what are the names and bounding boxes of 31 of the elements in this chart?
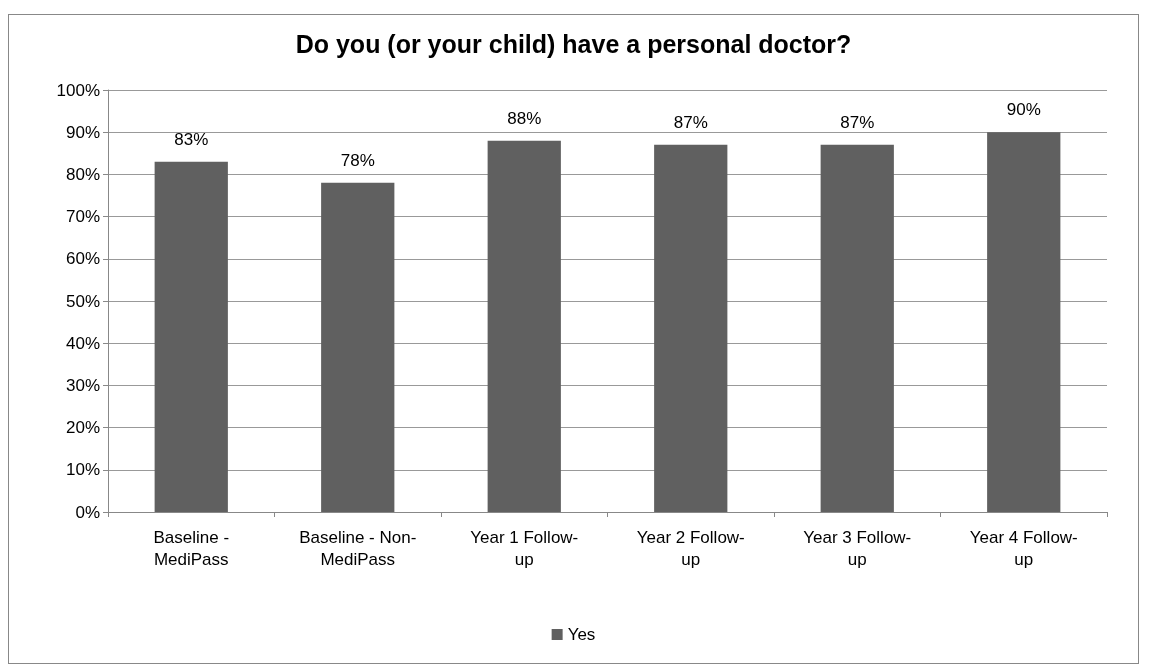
y-tick-label: 10% [65,460,100,480]
x-tick-label: Baseline - MediPass [153,527,230,569]
data-label: 88% [507,108,542,128]
legend-label: Yes [567,625,596,644]
bar [154,161,228,512]
bar [654,144,728,512]
bar [321,182,395,512]
y-tick-label: 50% [65,291,100,311]
y-tick-label: 80% [65,164,100,184]
bar [987,132,1061,512]
y-tick-label: 20% [65,418,100,438]
y-tick-label: 60% [65,249,100,269]
y-tick-label: 40% [65,333,100,353]
data-label: 83% [174,129,209,149]
bar [487,140,561,512]
bar [820,144,894,512]
x-tick-label: Year 1 Follow-up [470,527,579,569]
y-tick-label: 100% [56,80,100,100]
x-tick-label: Year 2 Follow-up [636,527,745,569]
chart-title: Do you (or your child) have a personal doctor? [295,29,852,58]
data-label: 87% [673,112,708,132]
data-label: 87% [840,112,875,132]
x-tick-label: Baseline - Non-MediPass [299,527,417,569]
y-tick-label: 90% [65,122,100,142]
y-tick-label: 30% [65,375,100,395]
y-tick-label: 70% [65,207,100,227]
y-tick-label: 0% [75,502,100,522]
x-tick-label: Year 4 Follow-up [969,527,1078,569]
x-tick-label: Year 3 Follow-up [803,527,912,569]
data-label: 78% [340,150,375,170]
data-label: 90% [1006,100,1041,120]
